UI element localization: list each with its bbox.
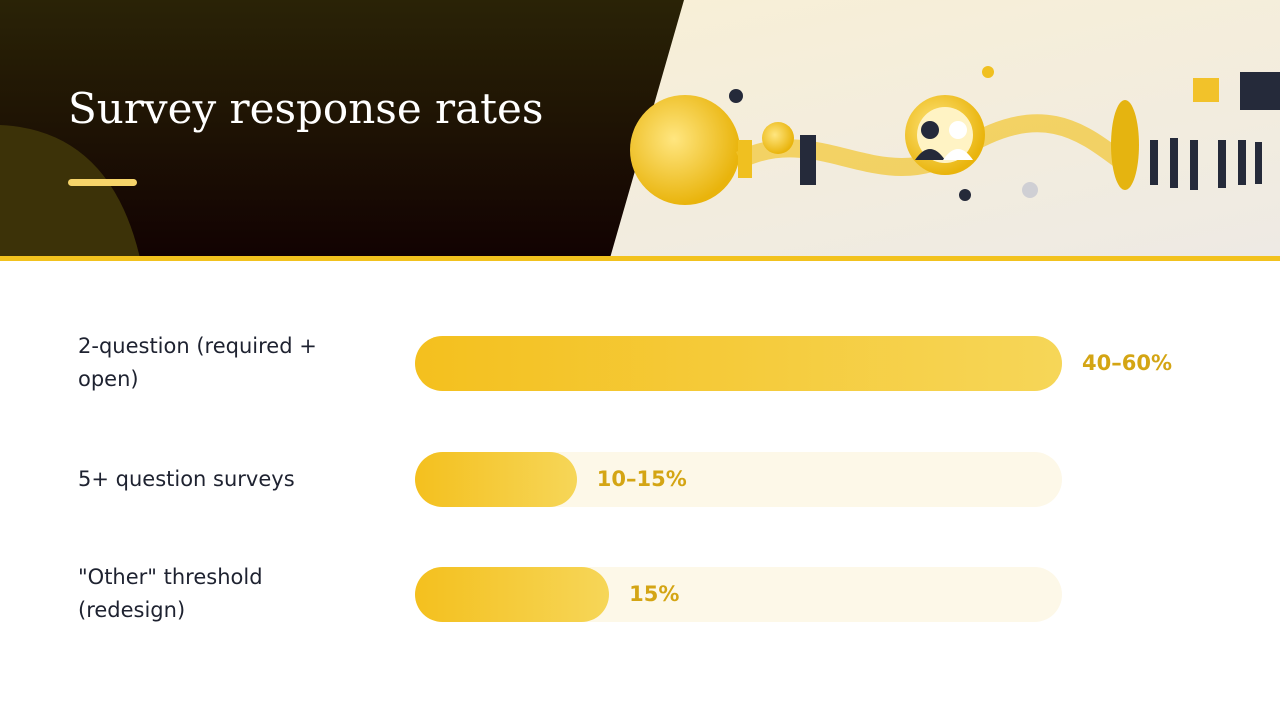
category-label: "Other" threshold (redesign) [78, 565, 263, 622]
value-label: 15% [629, 581, 680, 606]
header-rule [0, 256, 1280, 261]
title-accent [68, 179, 137, 186]
value-label: 10–15% [596, 466, 687, 491]
header: Survey response rates [0, 0, 1280, 258]
bar [415, 566, 610, 622]
bar [415, 335, 1062, 391]
category-label: 2-question (required + open) [78, 334, 317, 391]
value-label: 40–60% [1082, 350, 1172, 375]
chart-title: Survey response rates [68, 84, 544, 133]
header-art [0, 0, 1280, 258]
bar [415, 451, 577, 507]
category-label: 5+ question surveys [78, 466, 295, 491]
